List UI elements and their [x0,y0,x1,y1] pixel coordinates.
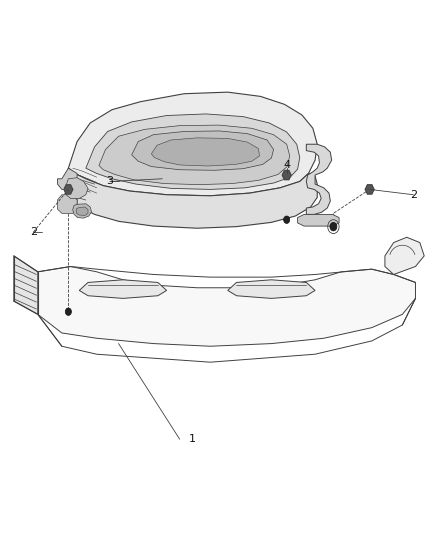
Text: 2: 2 [30,227,37,237]
Circle shape [330,222,337,231]
Text: 1: 1 [189,434,196,445]
Polygon shape [57,195,77,213]
Polygon shape [132,131,274,170]
Polygon shape [297,214,339,226]
Circle shape [284,216,290,223]
Polygon shape [365,185,374,194]
Polygon shape [283,171,291,180]
Polygon shape [38,266,416,346]
Polygon shape [79,280,166,298]
Text: 3: 3 [106,176,113,187]
Text: 2: 2 [410,190,417,200]
Circle shape [65,308,71,316]
Text: 4: 4 [283,160,290,171]
Polygon shape [76,207,88,215]
Polygon shape [86,114,300,189]
Polygon shape [385,237,424,274]
Polygon shape [68,168,317,228]
Polygon shape [14,256,38,314]
Polygon shape [65,177,88,198]
Polygon shape [228,280,315,298]
Polygon shape [68,168,77,205]
Polygon shape [306,144,332,214]
Polygon shape [73,204,92,218]
Polygon shape [151,138,260,166]
Polygon shape [64,185,73,194]
Polygon shape [99,125,290,184]
Polygon shape [68,92,317,196]
Polygon shape [57,168,77,189]
